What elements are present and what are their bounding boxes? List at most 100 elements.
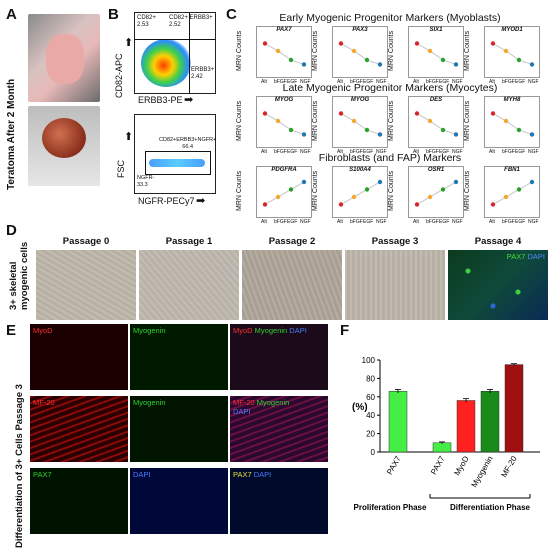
x-tick-label: NGF: [376, 79, 387, 85]
gene-title: PAX3: [352, 27, 368, 33]
passage-title-1: Passage 1: [165, 236, 213, 247]
data-point-bfgf: [275, 118, 281, 124]
section-title-2: Fibroblasts (and FAP) Markers: [318, 152, 462, 164]
section-title-0: Early Myogenic Progenitor Markers (Myobl…: [279, 12, 501, 24]
data-point-alt: [262, 111, 268, 116]
x-tick-label: EGF: [363, 79, 374, 85]
arrow-right-icon: ➡: [196, 195, 206, 207]
data-point-bfgf: [503, 118, 509, 124]
trend-line: [340, 181, 381, 205]
panel-label-d: D: [6, 222, 17, 239]
mouse-photo: [28, 14, 100, 102]
data-point-alt: [414, 202, 420, 207]
data-point-bfgf: [427, 48, 433, 54]
stain-image-r1c0: MF-20: [30, 396, 128, 462]
x-tick-label: EGF: [439, 149, 450, 155]
y-axis-label: MRN Counts: [388, 170, 395, 211]
x-tick-label: Alt: [261, 149, 267, 155]
y-tick-label: 100: [362, 356, 376, 365]
trend-line: [340, 43, 381, 65]
x-tick-label: Myogenin: [470, 455, 495, 490]
x-tick-label: EGF: [439, 219, 450, 225]
data-point-egf: [516, 57, 522, 63]
stain-label: MyoD: [33, 326, 53, 335]
bar-0: [388, 391, 408, 453]
marker-chart-myog: MYOG MRN Counts Alt bFGF EGF NGF: [312, 96, 388, 155]
x-tick-label: NGF: [528, 149, 539, 155]
x-tick-label: Alt: [337, 149, 343, 155]
trend-line: [264, 43, 305, 65]
x-tick-label: Alt: [337, 219, 343, 225]
y-axis-label: MRN Counts: [388, 30, 395, 71]
x-tick-label: bFGF: [426, 79, 439, 85]
x-tick-label: EGF: [287, 79, 298, 85]
x-tick-label: EGF: [515, 219, 526, 225]
x-tick-label: EGF: [363, 219, 374, 225]
data-point-bfgf: [427, 118, 433, 124]
data-point-egf: [440, 187, 446, 192]
x-tick-label: EGF: [287, 149, 298, 155]
gene-title: MYH8: [503, 97, 521, 103]
data-point-ngf: [377, 62, 383, 67]
panel-label-c: C: [226, 6, 237, 23]
q-lr-name: ERBB3+: [191, 67, 215, 73]
passage-side-label: 3+ skeletal myogenic cells: [8, 241, 30, 310]
y-tick-label: 20: [366, 430, 375, 439]
arrow-right-icon: ➡: [184, 94, 194, 106]
data-point-egf: [364, 127, 370, 133]
data-point-alt: [338, 202, 344, 207]
data-point-alt: [262, 41, 268, 46]
marker-chart-pdgfra: PDGFRA MRN Counts Alt bFGF EGF NGF: [236, 166, 312, 225]
x-tick-label: bFGF: [350, 79, 363, 85]
flow-plot-2: CD82+ERBB3+NGFR+ 66.4 NGFR- 33.3: [134, 114, 216, 194]
x-tick-label: bFGF: [426, 219, 439, 225]
data-point-egf: [516, 127, 522, 133]
data-point-alt: [414, 41, 420, 46]
stain-label: PAX7: [233, 470, 252, 479]
teratoma-photo: [28, 106, 100, 186]
data-point-bfgf: [503, 194, 509, 200]
data-point-ngf: [453, 132, 459, 137]
x-tick-label: bFGF: [426, 149, 439, 155]
stain-label: DAPI: [287, 326, 307, 335]
data-point-egf: [288, 127, 294, 133]
x-tick-label: MF-20: [499, 454, 519, 479]
gene-title: PDGFRA: [271, 167, 297, 173]
differentiation-side-label: Differentiation of 3+ Cells Passage 3: [14, 384, 25, 548]
data-point-ngf: [529, 179, 535, 185]
x-tick-label: EGF: [287, 219, 298, 225]
y-tick-label: 0: [371, 448, 376, 457]
y-tick-label: 40: [366, 411, 375, 420]
data-point-ngf: [301, 179, 307, 185]
data-point-bfgf: [351, 194, 357, 200]
data-point-ngf: [377, 179, 383, 185]
plot1-xlabel: ERBB3-PE: [138, 95, 183, 105]
y-axis-label: MRN Counts: [464, 30, 471, 71]
data-point-ngf: [301, 62, 307, 67]
data-point-ngf: [453, 179, 459, 185]
stain-label: MyoD: [233, 326, 253, 335]
x-tick-label: NGF: [528, 219, 539, 225]
x-tick-label: NGF: [376, 219, 387, 225]
stain-label: Myogenin: [133, 326, 166, 335]
trend-line: [416, 43, 457, 65]
x-tick-label: EGF: [515, 79, 526, 85]
q-ur-val: 2.52: [169, 22, 181, 28]
x-tick-label: NGF: [452, 79, 463, 85]
marker-chart-osr1: OSR1 MRN Counts Alt bFGF EGF NGF: [388, 166, 464, 225]
stain-image-r2c1: DAPI: [130, 468, 228, 534]
marker-chart-myh8: MYH8 MRN Counts Alt bFGF EGF NGF: [464, 96, 540, 155]
stain-image-r2c0: PAX7: [30, 468, 128, 534]
data-point-bfgf: [275, 48, 281, 54]
stain-label: Myogenin: [254, 398, 290, 407]
marker-chart-pax3: PAX3 MRN Counts Alt bFGF EGF NGF: [312, 26, 388, 85]
marker-chart-pax7: PAX7 MRN Counts Alt bFGF EGF NGF: [236, 26, 312, 85]
stain-label: DAPI: [251, 470, 272, 479]
q-ul-name: CD82+: [137, 15, 156, 21]
stain-label: Myogenin: [133, 398, 166, 407]
data-point-egf: [364, 187, 370, 192]
arrow-up-icon: ⬆: [124, 37, 134, 49]
passage-image-2: [242, 250, 342, 320]
trend-line: [492, 113, 533, 135]
